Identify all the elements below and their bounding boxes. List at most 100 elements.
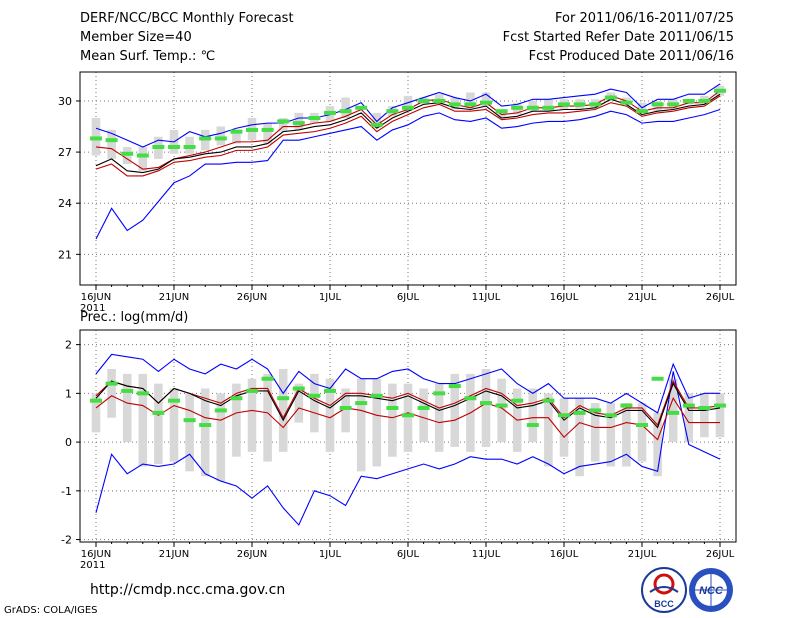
precip-spread-bar [216,393,226,482]
temp-median-mark [667,102,680,107]
precip-median-mark [417,405,430,410]
precip-spread-bar [684,393,694,443]
precip-median-mark [698,405,711,410]
precip-spread-bar [544,393,553,467]
temp-median-mark [682,98,695,103]
precip-median-mark [136,391,149,396]
precip-spread-bar [325,378,335,452]
temp-x-tick-label: 1JUL [319,292,342,303]
temp-spread-bar [434,94,444,103]
temp-x-tick-label: 16JUN [81,292,111,303]
ncc-logo-text: NCC [699,585,724,597]
temp-median-mark [324,110,336,115]
temp-x-tick-label: 6JUL [397,292,420,303]
temp-median-mark [246,127,258,132]
precip-median-mark [214,408,227,413]
temp-median-mark [199,136,212,141]
temp-median-mark [448,102,461,107]
temp-median-mark [542,105,555,110]
chart-title: DERF/NCC/BCC Monthly Forecast [80,11,294,26]
precip-median-mark [402,413,414,418]
bcc-logo: BCC [641,567,687,613]
precip-median-mark [152,410,165,415]
temp-median-mark [105,138,118,143]
precip-x-tick-label: 16JUL [550,549,579,560]
precip-median-mark [277,396,290,401]
precip-y-tick-label: 0 [65,436,72,449]
temp-median-mark [183,144,196,149]
ncc-logo: NCC [689,568,733,612]
temp-median-mark [90,136,102,141]
precip-x-tick-label: 6JUL [397,549,420,560]
precip-median-mark [183,418,196,423]
temp-spread-bar [544,99,553,112]
precip-median-mark [464,396,477,401]
precip-spread-bar [450,373,460,447]
temp-median-mark [370,122,383,127]
precip-spread-bar [294,383,304,423]
temp-median-mark [214,136,227,141]
temp-median-mark [604,95,617,100]
precip-spread-bar [653,412,662,477]
website-url[interactable]: http://cmdp.ncc.cma.gov.cn [90,582,286,598]
temp-spread-bar [232,129,241,144]
precip-max-line [95,353,720,414]
precip-median-mark [714,403,726,408]
precip-x-tick-label: 26JUL [706,549,735,560]
precip-spread-bar [122,373,132,443]
precip-median-mark [292,386,305,391]
precip-spread-bar [419,388,428,443]
precip-spread-bar [622,403,631,467]
temp-median-mark [636,109,648,114]
temp-median-mark [698,98,711,103]
precip-median-mark [90,398,102,403]
precip-median-mark [230,396,243,401]
temp-x-tick-label: 21JUL [628,292,657,303]
precip-median-mark [370,393,383,398]
precip-median-mark [511,398,524,403]
temp-spread-bar [263,123,272,144]
precip-median-mark [542,398,555,403]
temp-y-tick-label: 30 [58,95,72,108]
temp-y-tick-label: 24 [58,197,72,210]
temp-spread-bar [278,118,288,132]
temp-median-mark [152,144,165,149]
precip-x-tick-label: 1JUL [319,549,342,560]
precip-median-mark [636,423,648,428]
precip-spread-bar [481,368,491,447]
temp-mean-line [95,93,721,174]
precip-spread-bar [372,378,382,467]
precip-spread-bar [434,383,444,452]
precip-spread-bar [341,388,350,433]
precip-y-tick-label: 1 [65,387,72,400]
precip-spread-bar [528,388,538,443]
temp-spread-bar [341,97,350,119]
precip-median-mark [105,381,118,386]
precip-x-tick-label: 21JUN [159,549,189,560]
precip-spread-bar [700,393,709,438]
temp-median-mark [620,100,633,105]
precip-median-mark [121,388,134,393]
temp-median-mark [573,102,586,107]
temp-median-mark [308,116,321,121]
variable-label: Mean Surf. Temp.: ℃ [80,49,216,64]
precip-median-mark [651,376,664,381]
precip-spread-bar [637,403,647,462]
precip-median-mark [448,384,461,389]
temp-spread-bar [481,92,491,107]
precip-median-mark [604,413,617,418]
temp-median-mark [480,100,492,105]
precip-p75-line [95,379,721,427]
temp-spread-bar [107,129,116,159]
precip-median-mark [495,403,508,408]
temp-x-tick-label: 2011 [80,303,105,314]
precip-median-mark [667,410,680,415]
temp-median-mark [402,105,414,110]
precip-x-tick-label: 21JUL [628,549,657,560]
member-size-label: Member Size=40 [80,30,192,45]
precip-spread-bar [497,378,506,443]
temp-x-tick-label: 16JUL [550,292,579,303]
precip-y-tick-label: -1 [61,485,72,498]
precip-y-tick-label: 2 [65,339,72,352]
